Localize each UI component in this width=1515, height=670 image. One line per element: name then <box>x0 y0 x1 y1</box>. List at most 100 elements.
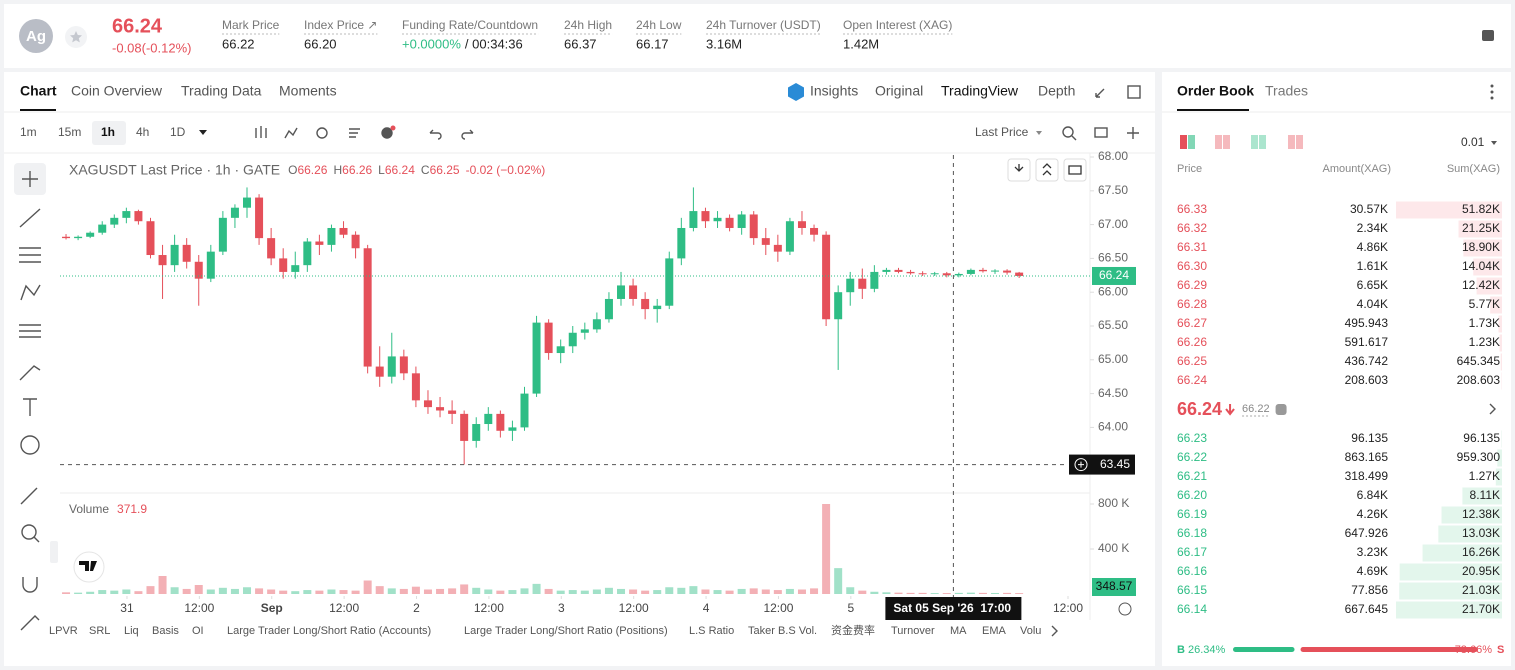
indicator[interactable]: EMA <box>982 625 1007 637</box>
volume-bar <box>846 587 855 594</box>
indicator[interactable]: LPVR <box>49 625 78 637</box>
star-icon <box>70 31 82 43</box>
indicator[interactable]: MA <box>950 625 967 637</box>
depth-bar <box>1476 277 1502 295</box>
interval[interactable]: 15m <box>58 125 81 139</box>
orderbook-tab[interactable]: Trades <box>1265 83 1308 99</box>
indicator[interactable]: Volu <box>1020 625 1041 637</box>
order-sum: 12.42K <box>1462 278 1500 292</box>
insights-icon[interactable] <box>788 83 804 101</box>
interval[interactable]: 1m <box>20 125 37 139</box>
volume-bar <box>484 589 493 594</box>
indicator[interactable]: SRL <box>89 625 110 637</box>
last-price: 66.24 <box>112 15 163 37</box>
x-tick-label: 2 <box>413 601 420 615</box>
layout-icon[interactable] <box>1180 135 1187 149</box>
indicator[interactable]: 资金费率 <box>831 623 875 637</box>
volume-bar <box>665 587 674 594</box>
volume-bar <box>653 590 662 594</box>
interval[interactable]: 4h <box>136 125 149 139</box>
layout-icon[interactable] <box>1288 135 1295 149</box>
chart-button[interactable] <box>1035 158 1059 182</box>
chart-tab[interactable]: Trading Data <box>181 83 262 99</box>
indicator[interactable]: L.S Ratio <box>689 625 734 637</box>
volume-bar <box>472 587 481 594</box>
chart-tab[interactable]: Moments <box>279 83 337 99</box>
volume-last-box <box>1092 578 1136 596</box>
volume-bar <box>930 593 939 594</box>
candle-body <box>327 227 336 245</box>
layout-icon[interactable] <box>1215 135 1222 149</box>
x-tick-label: 12:00 <box>763 601 793 615</box>
precision[interactable]: 0.01 <box>1461 135 1485 149</box>
interval[interactable]: 1h <box>101 125 115 139</box>
y-tick-label: 64.50 <box>1098 386 1128 400</box>
order-amount: 2.34K <box>1357 221 1388 235</box>
depth-bar <box>1396 601 1502 619</box>
candle-body <box>387 356 396 377</box>
order-amount: 6.84K <box>1357 488 1388 502</box>
volume-bar <box>375 586 384 594</box>
indicator[interactable]: Taker B.S Vol. <box>748 625 817 637</box>
chart-button[interactable] <box>1063 158 1087 182</box>
chart-tab[interactable]: Coin Overview <box>71 83 163 99</box>
candle-body <box>279 258 288 272</box>
volume-value: 371.9 <box>117 502 147 516</box>
dropdown-arrow[interactable] <box>1036 131 1042 135</box>
view-tab[interactable]: Original <box>875 83 923 99</box>
volume-bar <box>942 593 951 594</box>
stat-value: 1.42M <box>843 36 879 51</box>
stat-label: 24h Low <box>636 18 682 32</box>
candle-body <box>556 346 565 354</box>
dropdown-arrow[interactable] <box>1491 141 1497 145</box>
candle-body <box>472 424 481 441</box>
indicator[interactable]: Large Trader Long/Short Ratio (Positions… <box>464 625 668 637</box>
crosshair-date: Sat 05 Sep '26 <box>893 601 974 615</box>
dropdown-arrow[interactable] <box>199 130 207 135</box>
volume-bar <box>170 587 179 594</box>
view-tab[interactable]: Depth <box>1038 83 1075 99</box>
drawing-tools[interactable] <box>14 163 46 631</box>
settings-icon[interactable] <box>1118 602 1132 616</box>
x-tick-label: 12:00 <box>184 601 214 615</box>
depth-bar <box>1399 563 1502 581</box>
price-source[interactable]: Last Price <box>975 125 1029 139</box>
view-tab[interactable]: TradingView <box>941 83 1019 99</box>
layout-icon[interactable] <box>1251 135 1258 149</box>
stat-label: Funding Rate/Countdown <box>402 18 538 32</box>
order-amount: 96.135 <box>1351 431 1388 445</box>
indicator[interactable]: Basis <box>152 625 179 637</box>
order-sum: 13.03K <box>1462 526 1500 540</box>
stat-label: Open Interest (XAG) <box>843 18 952 32</box>
order-amount: 495.943 <box>1345 316 1389 330</box>
collapse-handle[interactable] <box>50 541 58 563</box>
volume-bar <box>568 590 577 594</box>
order-sum: 21.03K <box>1462 583 1500 597</box>
volume-bar <box>327 589 336 594</box>
candle-body <box>629 285 638 299</box>
indicator[interactable]: Liq <box>124 625 139 637</box>
candle-body <box>1015 272 1024 276</box>
indicator[interactable]: Turnover <box>891 625 935 637</box>
candle-body <box>991 270 1000 272</box>
candle-body <box>1003 270 1012 273</box>
toolbar-icons[interactable] <box>255 84 1496 637</box>
indicator[interactable]: OI <box>192 625 204 637</box>
chart-title: XAGUSDT Last Price · 1h · GATE <box>69 162 280 178</box>
volume-bar <box>122 589 131 594</box>
interval[interactable]: 1D <box>170 125 186 139</box>
chart-tab[interactable]: Chart <box>20 83 57 99</box>
volume-bar <box>267 589 276 594</box>
candle-body <box>206 251 215 279</box>
depth-bar <box>1490 296 1502 314</box>
indicator[interactable]: Large Trader Long/Short Ratio (Accounts) <box>227 625 431 637</box>
candle-body <box>797 221 806 228</box>
notes-icon[interactable] <box>1482 30 1494 41</box>
volume-bar <box>978 592 987 594</box>
view-tab[interactable]: Insights <box>810 83 858 99</box>
order-price: 66.30 <box>1177 259 1207 273</box>
orderbook-tab[interactable]: Order Book <box>1177 83 1254 99</box>
candle-body <box>158 255 167 266</box>
legend-value: 66.25 <box>430 163 460 177</box>
